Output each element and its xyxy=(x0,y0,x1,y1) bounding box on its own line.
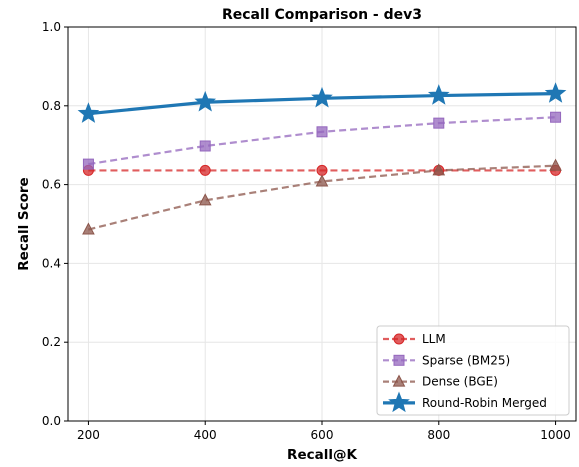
data-point xyxy=(77,102,100,123)
x-tick-label: 200 xyxy=(77,428,100,442)
legend-marker xyxy=(393,354,405,366)
legend-item: LLM xyxy=(383,332,446,346)
data-point xyxy=(198,193,212,206)
legend-item: Dense (BGE) xyxy=(383,374,498,389)
legend-label: Sparse (BM25) xyxy=(422,353,510,367)
x-tick-label: 400 xyxy=(194,428,217,442)
data-point xyxy=(432,163,446,176)
x-axis-title: Recall@K xyxy=(287,447,357,463)
data-point xyxy=(316,126,328,138)
data-point xyxy=(82,222,95,235)
series-line xyxy=(88,164,556,231)
x-tick-label: 800 xyxy=(427,428,450,442)
legend-marker xyxy=(388,391,410,413)
legend-marker xyxy=(392,374,406,387)
legend: LLM Sparse (BM25) Dense (BGE) Round-Robin M… xyxy=(376,325,570,416)
legend-box xyxy=(376,325,570,416)
data-point xyxy=(311,86,333,108)
series-layer xyxy=(77,82,567,235)
legend-item: Round-Robin Merged xyxy=(383,391,547,413)
legend-item: Sparse (BM25) xyxy=(383,353,510,367)
data-point xyxy=(550,111,562,123)
data-point xyxy=(316,164,328,176)
series-round-robin-merged xyxy=(77,82,567,123)
data-point xyxy=(199,140,211,152)
data-point xyxy=(544,82,567,103)
y-tick-label: 0.2 xyxy=(42,335,61,349)
legend-label: Dense (BGE) xyxy=(422,375,498,389)
legend-label: Round-Robin Merged xyxy=(422,396,547,410)
series-dense-bge xyxy=(82,158,562,235)
legend-marker xyxy=(393,333,405,345)
data-point xyxy=(549,158,562,171)
data-point xyxy=(82,158,94,170)
data-point xyxy=(427,84,450,105)
chart-title: Recall Comparison - dev3 xyxy=(222,7,422,23)
x-axis: 200 400 600 800 1000 xyxy=(77,421,571,442)
data-point xyxy=(199,164,211,176)
data-point xyxy=(194,90,217,112)
y-tick-label: 0.4 xyxy=(42,256,61,270)
legend-label: LLM xyxy=(422,332,446,346)
y-axis-title: Recall Score xyxy=(16,177,32,270)
x-tick-label: 1000 xyxy=(540,428,571,442)
series-sparse-bm25 xyxy=(82,111,562,170)
series-llm xyxy=(82,164,562,176)
data-point xyxy=(315,174,329,187)
y-axis: 0.0 0.2 0.4 0.6 0.8 1.0 xyxy=(42,20,68,428)
y-tick-label: 0.6 xyxy=(42,178,61,192)
x-tick-label: 600 xyxy=(311,428,334,442)
y-tick-label: 0.8 xyxy=(42,99,61,113)
y-tick-label: 1.0 xyxy=(42,20,61,34)
y-tick-label: 0.0 xyxy=(42,414,61,428)
data-point xyxy=(433,117,445,129)
